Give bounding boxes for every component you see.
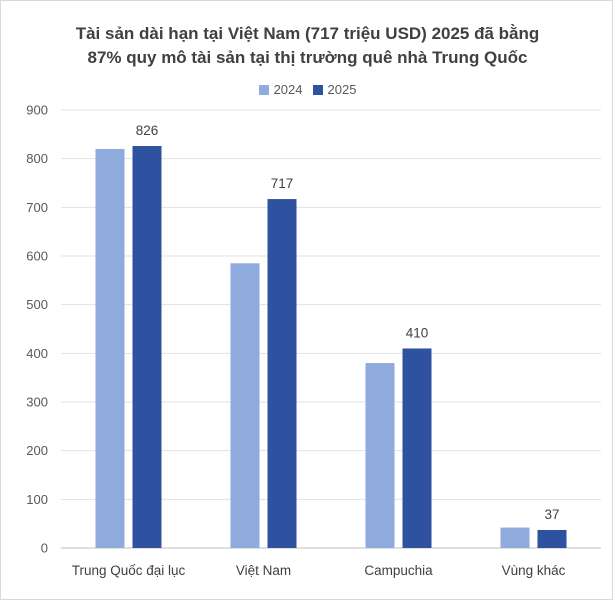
- legend-label-2025: 2025: [327, 82, 357, 97]
- y-tick-label: 300: [26, 395, 48, 410]
- legend-swatch-2025: [312, 84, 323, 95]
- legend-swatch-2024: [258, 84, 269, 95]
- chart-title-line-2: 87% quy mô tài sản tại thị trường quê nh…: [87, 48, 528, 67]
- x-category-label: Campuchia: [364, 563, 433, 578]
- bar-2025-3: [537, 529, 567, 548]
- data-label-2025-2: 410: [406, 325, 429, 340]
- chart-legend: 2024 2025: [1, 82, 613, 97]
- legend-item-2025: 2025: [312, 82, 357, 97]
- chart-title-line-1: Tài sản dài hạn tại Việt Nam (717 triệu …: [75, 24, 540, 43]
- bar-2025-2: [402, 348, 432, 548]
- y-tick-label: 200: [26, 443, 48, 458]
- bar-2024-2: [365, 363, 395, 548]
- bar-2025-0: [132, 146, 162, 548]
- x-category-label: Vùng khác: [502, 563, 566, 578]
- y-tick-label: 500: [26, 297, 48, 312]
- chart-title: Tài sản dài hạn tại Việt Nam (717 triệu …: [1, 22, 613, 70]
- y-tick-label: 400: [26, 346, 48, 361]
- bar-2024-1: [230, 263, 260, 548]
- y-tick-label: 0: [41, 541, 48, 556]
- x-category-label: Trung Quốc đại lục: [72, 563, 186, 578]
- bar-2024-0: [95, 148, 125, 548]
- x-category-label: Việt Nam: [236, 563, 291, 578]
- bar-2025-1: [267, 199, 297, 548]
- legend-item-2024: 2024: [258, 82, 303, 97]
- data-label-2025-1: 717: [271, 176, 294, 191]
- y-tick-label: 900: [26, 103, 48, 118]
- y-tick-label: 800: [26, 151, 48, 166]
- data-label-2025-3: 37: [544, 507, 559, 522]
- y-tick-label: 100: [26, 492, 48, 507]
- y-tick-label: 700: [26, 200, 48, 215]
- bar-2024-3: [500, 527, 530, 548]
- y-tick-label: 600: [26, 249, 48, 264]
- legend-label-2024: 2024: [273, 82, 303, 97]
- data-label-2025-0: 826: [136, 123, 159, 138]
